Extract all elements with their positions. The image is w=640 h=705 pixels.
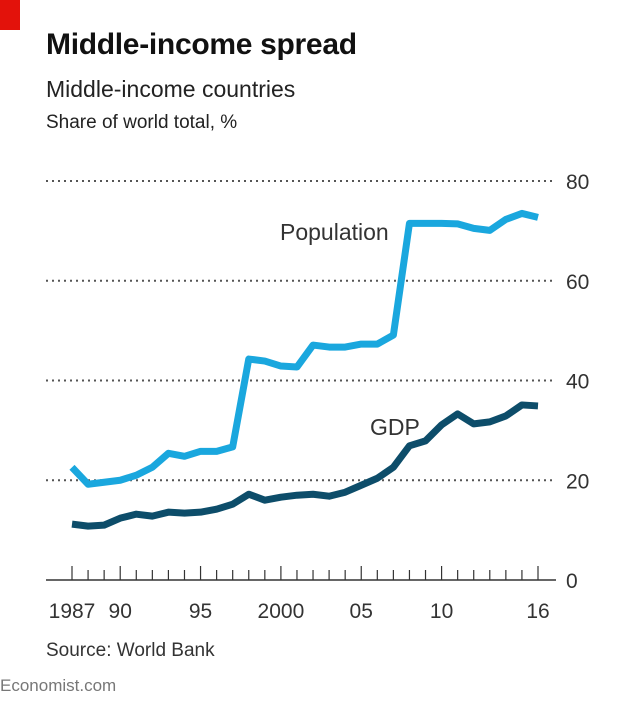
x-tick-label: 2000 — [258, 600, 305, 623]
source-note: Source: World Bank — [46, 640, 215, 661]
chart-subtitle: Middle-income countries — [46, 76, 296, 102]
x-tick-label: 95 — [189, 600, 212, 623]
x-tick-label: 05 — [350, 600, 373, 623]
y-tick-label: 20 — [566, 470, 589, 493]
economist-red-tag — [0, 0, 20, 30]
x-tick-label: 90 — [109, 600, 132, 623]
x-tick-label: 16 — [526, 600, 549, 623]
series-label-population: Population — [280, 219, 389, 245]
series-label-gdp: GDP — [370, 414, 420, 440]
y-axis-unit: Share of world total, % — [46, 112, 238, 133]
y-tick-label: 40 — [566, 371, 589, 394]
y-tick-label: 0 — [566, 570, 578, 593]
y-tick-label: 80 — [566, 171, 589, 194]
series-line-population — [69, 209, 539, 488]
chart-title: Middle-income spread — [46, 28, 357, 61]
x-tick-label: 1987 — [49, 600, 96, 623]
y-tick-label: 60 — [566, 271, 589, 294]
series-line-gdp — [71, 401, 539, 530]
x-tick-label: 10 — [430, 600, 453, 623]
credit: Economist.com — [0, 676, 117, 695]
